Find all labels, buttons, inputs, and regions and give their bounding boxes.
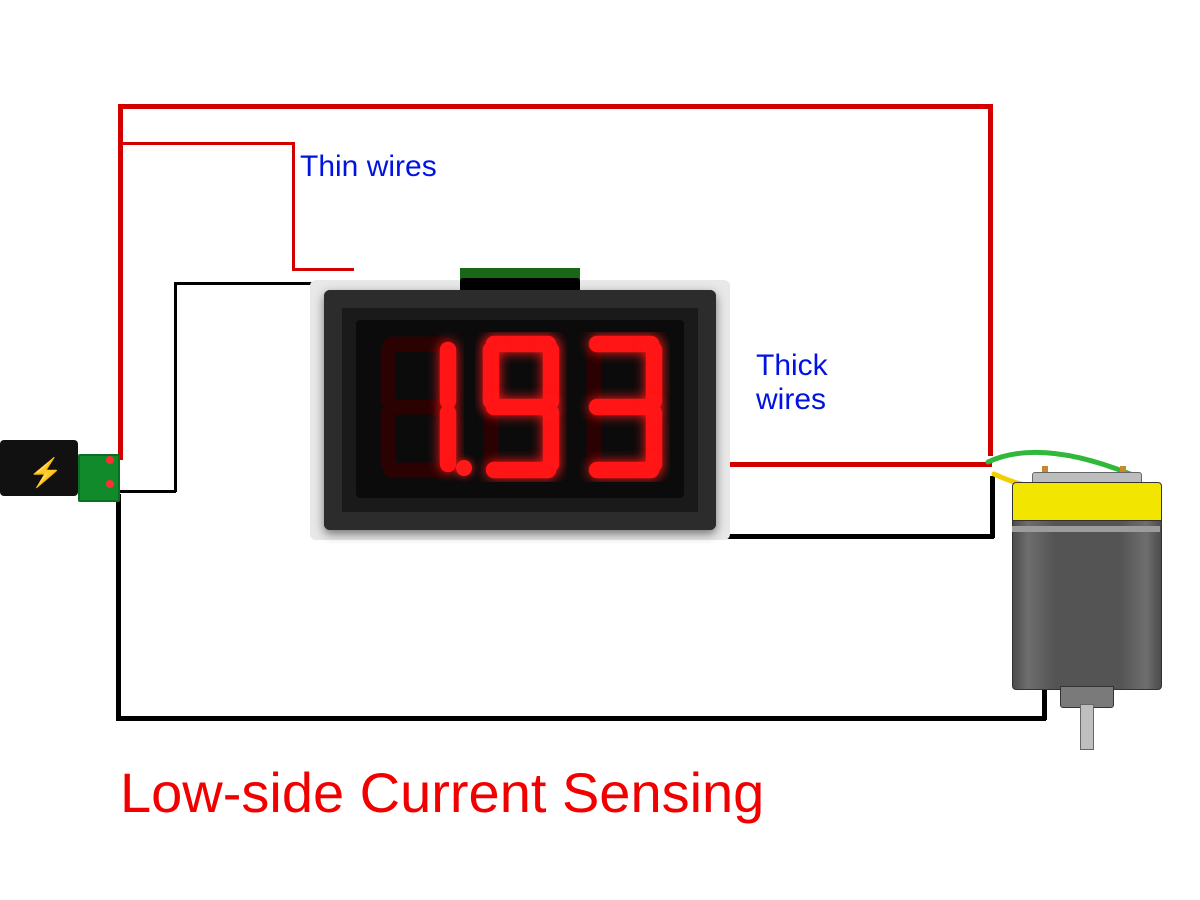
power-jack: ⚡ bbox=[0, 434, 92, 504]
wire-thin-red bbox=[118, 142, 294, 145]
meter-screen bbox=[356, 320, 684, 498]
digit-1 bbox=[475, 332, 567, 482]
digit-0 bbox=[372, 332, 464, 482]
wire-thin-red bbox=[292, 142, 295, 270]
decimal-point bbox=[456, 460, 472, 476]
wire-thin-black bbox=[174, 282, 177, 492]
motor-shaft bbox=[1080, 704, 1094, 750]
wire-thick-red-top bbox=[118, 104, 992, 109]
dc-motor bbox=[1000, 470, 1170, 750]
wire-thick-red-meter-out bbox=[714, 462, 992, 467]
power-pad-neg bbox=[106, 480, 114, 488]
lightning-icon: ⚡ bbox=[28, 456, 63, 489]
wire-thick-red-top bbox=[118, 104, 123, 460]
motor-endcap bbox=[1012, 482, 1162, 524]
wire-thick-black-return bbox=[116, 494, 121, 720]
diagram-canvas: ⚡ bbox=[0, 0, 1200, 900]
digit-row bbox=[366, 332, 676, 482]
power-pad-pos bbox=[106, 456, 114, 464]
wire-thin-black bbox=[118, 490, 176, 493]
label-thin-wires: Thin wires bbox=[300, 150, 437, 184]
wire-thick-red-top bbox=[988, 104, 993, 456]
ammeter-display bbox=[310, 260, 730, 540]
label-thick-wires-1: Thick bbox=[756, 349, 828, 383]
motor-body bbox=[1012, 520, 1162, 690]
digit-2 bbox=[578, 332, 670, 482]
wire-thick-black-return bbox=[116, 716, 1046, 721]
label-thick-wires-2: wires bbox=[756, 383, 826, 417]
motor-stripe bbox=[1012, 526, 1160, 532]
diagram-title: Low-side Current Sensing bbox=[120, 760, 764, 825]
